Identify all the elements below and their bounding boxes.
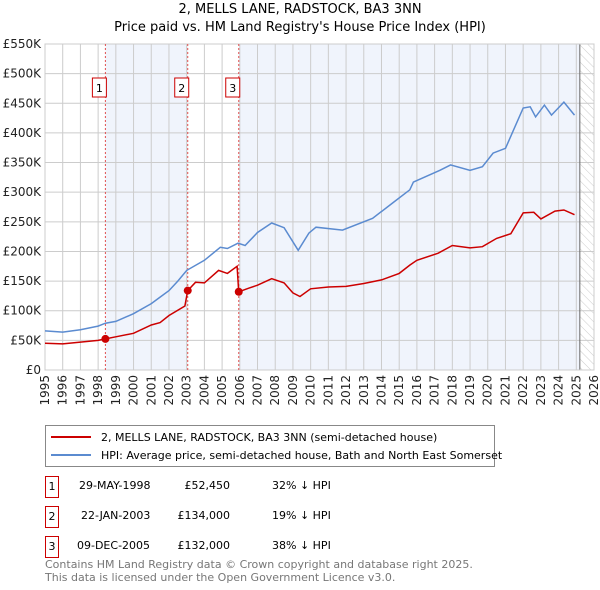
x-tick-label: 1999 (109, 375, 123, 406)
chart-subtitle: Price paid vs. HM Land Registry's House … (114, 20, 486, 35)
y-tick-label: £500K (3, 67, 43, 81)
property-price-line (44, 209, 575, 345)
transaction-row: 2 22-JAN-2003 £134,000 19% ↓ HPI (45, 506, 445, 528)
x-tick-label: 2014 (375, 375, 389, 406)
x-tick-label: 2013 (357, 375, 371, 406)
sale-label-box (225, 77, 241, 98)
x-tick-label: 2005 (215, 375, 229, 406)
legend-swatch-red (51, 436, 91, 438)
legend-item-hpi: HPI: Average price, semi-detached house,… (51, 447, 502, 463)
hpi-delta: 32% ↓ HPI (272, 479, 331, 492)
sale-label-box (91, 77, 107, 98)
x-tick-label: 2004 (197, 375, 211, 406)
y-tick-label: £450K (3, 96, 43, 110)
shaded-period (238, 44, 580, 370)
footer-line-2: This data is licensed under the Open Gov… (45, 571, 396, 584)
sale-point (183, 286, 192, 295)
footer: Contains HM Land Registry data © Crown c… (45, 558, 473, 584)
y-tick-label: £250K (3, 215, 43, 229)
shaded-period (105, 44, 188, 370)
x-tick-label: 2018 (445, 375, 459, 406)
legend-label: 2, MELLS LANE, RADSTOCK, BA3 3NN (semi-d… (101, 430, 438, 444)
x-tick-label: 2002 (162, 375, 176, 406)
legend-swatch-blue (51, 454, 91, 456)
price-chart: 1995 1996 1997 1998 1999 2000 2001 2002 2003 2004… (3, 37, 600, 406)
x-tick-label: 2012 (339, 375, 353, 406)
legend: 2, MELLS LANE, RADSTOCK, BA3 3NN (semi-d… (45, 425, 502, 467)
y-tick-label: £400K (3, 126, 43, 140)
x-tick-label: 2026 (587, 375, 600, 406)
sale-label-box (174, 77, 190, 98)
marker-box: 2 (45, 506, 59, 528)
x-tick-label: 2022 (516, 375, 530, 406)
price: £52,450 (184, 479, 231, 492)
x-tick-label: 2009 (286, 375, 300, 406)
x-tick-label: 2020 (481, 375, 495, 406)
marker-box: 1 (45, 476, 59, 498)
date: 29-MAY-1998 (79, 479, 151, 492)
sale-label: 3 (229, 82, 236, 95)
hpi-delta: 38% ↓ HPI (272, 539, 331, 552)
x-tick-label: 2001 (144, 375, 158, 406)
x-tick-label: 2021 (499, 375, 513, 406)
sale-label: 1 (96, 82, 103, 95)
x-tick-label: 2011 (321, 375, 335, 406)
sale-point (234, 287, 243, 296)
x-tick-label: 2010 (304, 375, 318, 406)
plot-frame (44, 43, 595, 371)
x-tick-label: 2016 (410, 375, 424, 406)
transaction-row: 3 09-DEC-2005 £132,000 38% ↓ HPI (45, 536, 445, 558)
x-tick-label: 2019 (463, 375, 477, 406)
x-tick-label: 1995 (38, 375, 52, 406)
sale-label: 2 (178, 82, 185, 95)
hpi-delta: 19% ↓ HPI (272, 509, 331, 522)
chart-title: 2, MELLS LANE, RADSTOCK, BA3 3NN (178, 2, 422, 17)
y-tick-label: £550K (3, 37, 43, 51)
x-tick-label: 1996 (56, 375, 70, 406)
x-tick-label: 2003 (180, 375, 194, 406)
date: 09-DEC-2005 (77, 539, 151, 552)
x-tick-label: 2008 (268, 375, 282, 406)
transaction-row: 1 29-MAY-1998 £52,450 32% ↓ HPI (45, 476, 445, 498)
x-tick-label: 2023 (534, 375, 548, 406)
x-tick-label: 2017 (428, 375, 442, 406)
forecast-hatch (579, 44, 594, 370)
price: £132,000 (177, 539, 231, 552)
legend-label: HPI: Average price, semi-detached house,… (101, 448, 503, 462)
x-tick-label: 2024 (552, 375, 566, 406)
y-tick-label: £0 (26, 363, 41, 377)
y-tick-label: £350K (3, 156, 43, 170)
sale-point (101, 334, 110, 343)
y-tick-label: £100K (3, 304, 43, 318)
x-tick-label: 2007 (251, 375, 265, 406)
x-tick-label: 2000 (127, 375, 141, 406)
marker-box: 3 (45, 536, 59, 558)
y-tick-label: £200K (3, 244, 43, 258)
x-tick-label: 2015 (392, 375, 406, 406)
y-tick-label: £300K (3, 185, 43, 199)
y-tick-label: £150K (3, 274, 43, 288)
x-tick-label: 1998 (91, 375, 105, 406)
x-tick-label: 2006 (233, 375, 247, 406)
legend-item-property: 2, MELLS LANE, RADSTOCK, BA3 3NN (semi-d… (51, 429, 437, 445)
price: £134,000 (177, 509, 231, 522)
x-tick-label: 1997 (73, 375, 87, 406)
x-tick-label: 2025 (569, 375, 583, 406)
date: 22-JAN-2003 (81, 509, 151, 522)
hpi-line (44, 100, 576, 333)
y-tick-label: £50K (10, 333, 42, 347)
footer-line-1: Contains HM Land Registry data © Crown c… (45, 558, 473, 571)
